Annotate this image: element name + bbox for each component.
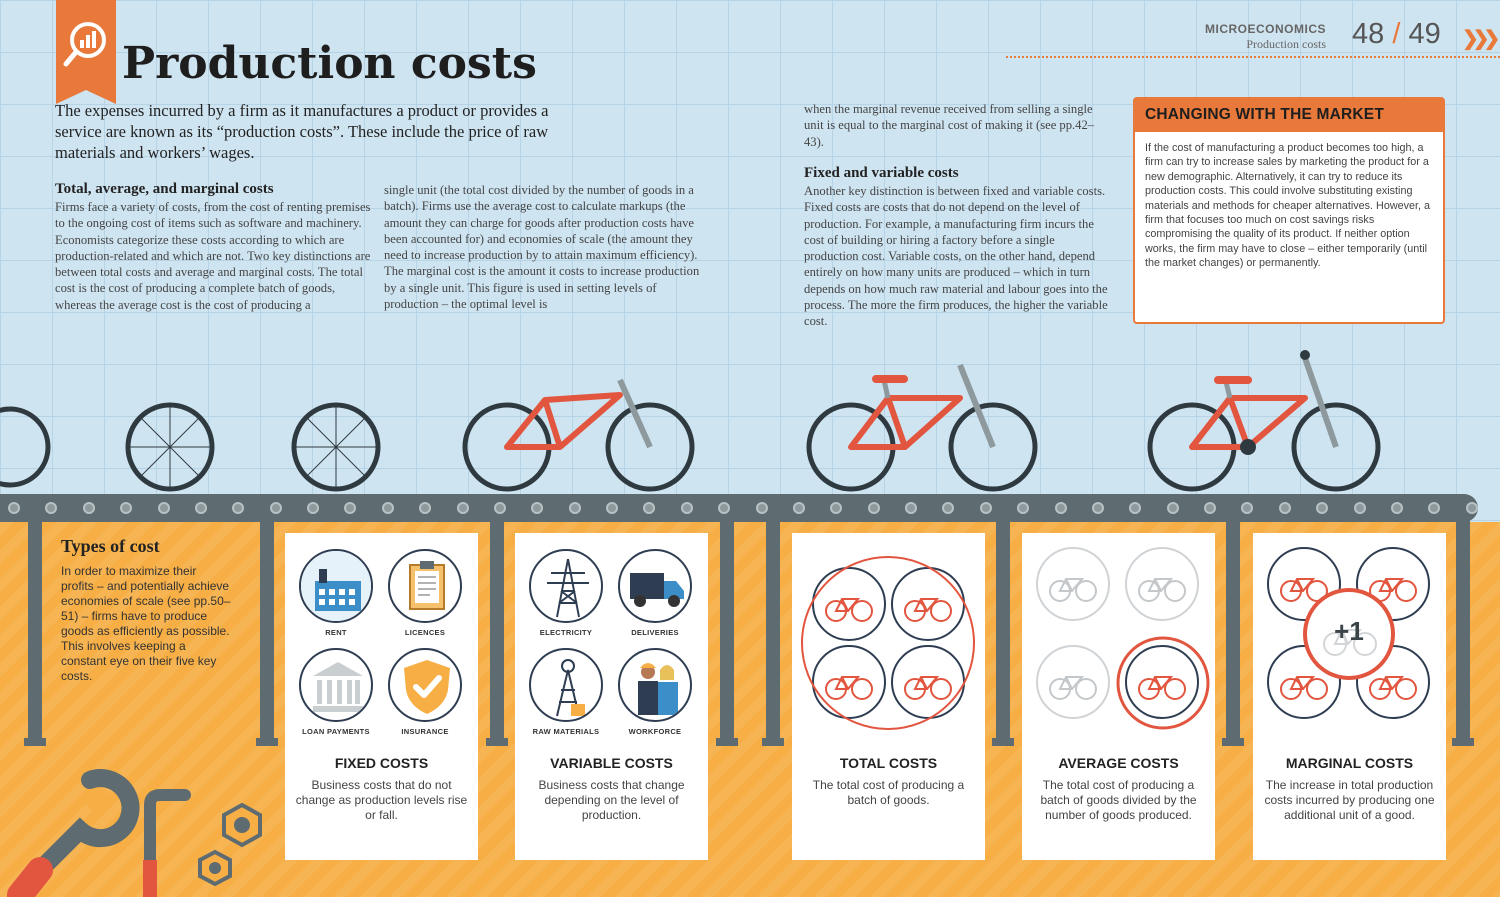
average-costs-desc: The total cost of producing a batch of g… xyxy=(1040,778,1197,822)
changing-market-body: If the cost of manufacturing a product b… xyxy=(1145,142,1431,270)
marginal-costs-title: MARGINAL COSTS xyxy=(1285,755,1414,771)
section-tab-icon xyxy=(56,0,116,104)
types-of-cost-heading: Types of cost xyxy=(61,536,160,556)
bike-bubble-icon xyxy=(1125,645,1199,719)
wrench-tools-icon xyxy=(7,769,262,897)
truck-icon xyxy=(618,549,692,623)
total-circle-outline xyxy=(801,556,975,730)
fixed-variable-heading: Fixed and variable costs xyxy=(804,165,959,181)
conveyor-leg xyxy=(716,520,738,746)
wheel-icon xyxy=(0,406,51,488)
variable-costs-card: ELECTRICITY DELIVERIES RAW MATERIALS WOR… xyxy=(515,533,708,860)
bike-bubble-icon xyxy=(812,645,886,719)
bike-frame-icon xyxy=(462,378,695,492)
total-costs-title: TOTAL COSTS xyxy=(839,755,938,771)
page-right: 49 xyxy=(1408,18,1441,50)
page-numbers: 48 / 49 xyxy=(1352,18,1441,51)
body-column-3-top: when the marginal revenue received from … xyxy=(804,102,1095,149)
clipboard-icon xyxy=(388,549,462,623)
page-left: 48 xyxy=(1352,18,1385,50)
conveyor-rollers xyxy=(8,502,1478,514)
conveyor-belt xyxy=(0,494,1478,522)
marginal-costs-desc: The increase in total production costs i… xyxy=(1264,778,1435,822)
total-costs-desc: The total cost of producing a batch of g… xyxy=(812,778,965,807)
plus-one-text: +1 xyxy=(1334,616,1364,646)
chevron-right-icon: ❯❯❯ xyxy=(1462,28,1500,50)
average-circle-outline xyxy=(1116,636,1210,730)
pylon-icon xyxy=(529,549,603,623)
page-title: Production costs xyxy=(122,38,537,89)
faded-bike-icon xyxy=(1036,645,1110,719)
plus-one-badge: +1 xyxy=(1303,588,1395,680)
page-separator: / xyxy=(1392,18,1401,50)
magnifier-chart-icon xyxy=(63,22,106,67)
loan-payments-label: LOAN PAYMENTS xyxy=(302,727,370,736)
section-name: MICROECONOMICS xyxy=(1205,22,1326,36)
deliveries-label: DELIVERIES xyxy=(631,628,679,637)
average-costs-card: AVERAGE COSTS The total cost of producin… xyxy=(1022,533,1215,860)
conveyor-leg xyxy=(24,520,46,746)
complete-bike-icon xyxy=(1147,350,1381,492)
total-costs-heading: Total, average, and marginal costs xyxy=(55,181,274,197)
bike-bubble-icon xyxy=(1356,645,1430,719)
conveyor-leg xyxy=(992,520,1014,746)
marginal-costs-card: +1 MARGINAL COSTS The increase in total … xyxy=(1253,533,1446,860)
types-of-cost-body: In order to maximize their profits – and… xyxy=(61,564,231,683)
total-costs-card: TOTAL COSTS The total cost of producing … xyxy=(792,533,985,860)
bike-bubble-icon xyxy=(891,567,965,641)
bike-with-seat-icon xyxy=(806,363,1038,492)
dotted-divider xyxy=(1006,56,1500,58)
fixed-costs-desc: Business costs that do not change as pro… xyxy=(295,778,468,822)
bike-bubble-icon xyxy=(891,645,965,719)
section-subtitle: Production costs xyxy=(1246,37,1326,51)
body-column-2: single unit (the total cost divided by t… xyxy=(384,183,700,312)
bike-assembly-line xyxy=(0,350,1381,492)
rent-label: RENT xyxy=(325,628,347,637)
bank-icon xyxy=(299,648,373,722)
body-column-1: Firms face a variety of costs, from the … xyxy=(55,200,371,312)
faded-bike-icon xyxy=(1036,547,1110,621)
shield-check-icon xyxy=(388,648,462,722)
fixed-costs-card: RENT LICENCES LOAN PAYMENTS INSURANCE FI… xyxy=(285,533,478,860)
changing-market-heading: CHANGING WITH THE MARKET xyxy=(1135,99,1443,132)
conveyor-leg xyxy=(1452,520,1474,746)
electricity-label: ELECTRICITY xyxy=(539,628,593,637)
variable-costs-title: VARIABLE COSTS xyxy=(550,755,673,771)
body-column-3: Another key distinction is between fixed… xyxy=(804,184,1108,329)
mine-icon xyxy=(529,648,603,722)
conveyor-leg xyxy=(256,520,278,746)
average-costs-title: AVERAGE COSTS xyxy=(1058,755,1179,771)
conveyor-leg xyxy=(486,520,508,746)
faded-bike-icon xyxy=(1125,547,1199,621)
conveyor-leg xyxy=(762,520,784,746)
raw-materials-label: RAW MATERIALS xyxy=(532,727,600,736)
fixed-costs-title: FIXED COSTS xyxy=(334,755,429,771)
changing-market-box: CHANGING WITH THE MARKET If the cost of … xyxy=(1133,97,1445,324)
conveyor-leg xyxy=(1222,520,1244,746)
licences-label: LICENCES xyxy=(404,628,446,637)
insurance-label: INSURANCE xyxy=(401,727,449,736)
variable-costs-desc: Business costs that change depending on … xyxy=(538,778,685,822)
intro-paragraph: The expenses incurred by a firm as it ma… xyxy=(55,101,549,162)
workforce-label: WORKFORCE xyxy=(628,727,682,736)
workers-icon xyxy=(618,648,692,722)
bike-bubble-icon xyxy=(812,567,886,641)
factory-icon xyxy=(299,549,373,623)
